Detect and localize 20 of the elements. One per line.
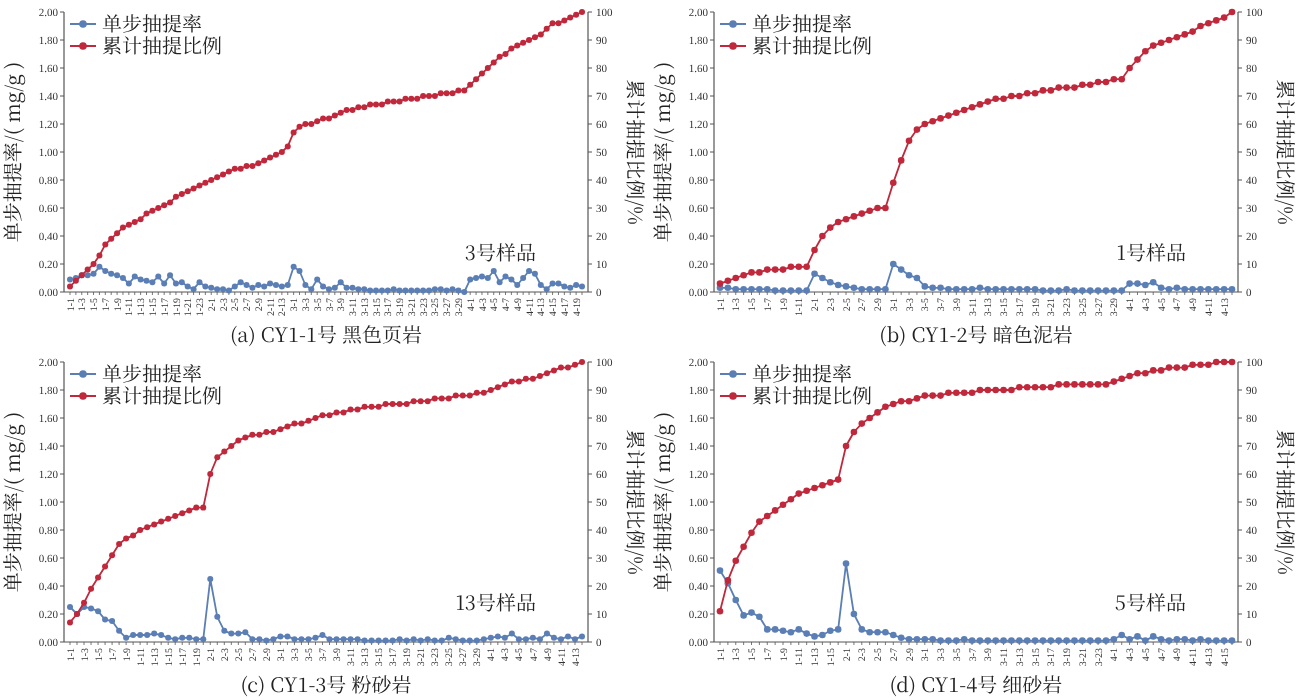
annotation: 13号样品 xyxy=(455,586,536,616)
y-axis-title: 单步抽提率/( mg/g ) xyxy=(646,61,676,243)
y-axis-title: 单步抽提率/( mg/g ) xyxy=(0,411,26,593)
y2-axis-title: 累计抽提比例/% xyxy=(622,79,652,225)
legend-label: 单步抽提率 xyxy=(102,357,202,387)
y2-axis-title: 累计抽提比例/% xyxy=(1272,79,1300,225)
text: (d) CY1-4号 细砂岩 xyxy=(889,668,1063,698)
annotation: 1号样品 xyxy=(1116,236,1186,266)
annotation: 3号样品 xyxy=(464,236,536,266)
y-axis-title: 单步抽提率/( mg/g ) xyxy=(646,411,676,593)
text: (c) CY1-3号 粉砂岩 xyxy=(240,668,412,698)
y2-axis-title: 累计抽提比例/% xyxy=(622,429,652,575)
y-axis-title: 单步抽提率/( mg/g ) xyxy=(0,61,26,243)
text: (b) CY1-2号 暗色泥岩 xyxy=(879,318,1073,348)
annotation: 5号样品 xyxy=(1114,586,1186,616)
text: (a) CY1-1号 黑色页岩 xyxy=(230,318,422,348)
legend-label: 单步抽提率 xyxy=(752,357,852,387)
legend-label: 单步抽提率 xyxy=(102,7,202,37)
y2-axis-title: 累计抽提比例/% xyxy=(1272,429,1300,575)
legend-label: 单步抽提率 xyxy=(752,7,852,37)
